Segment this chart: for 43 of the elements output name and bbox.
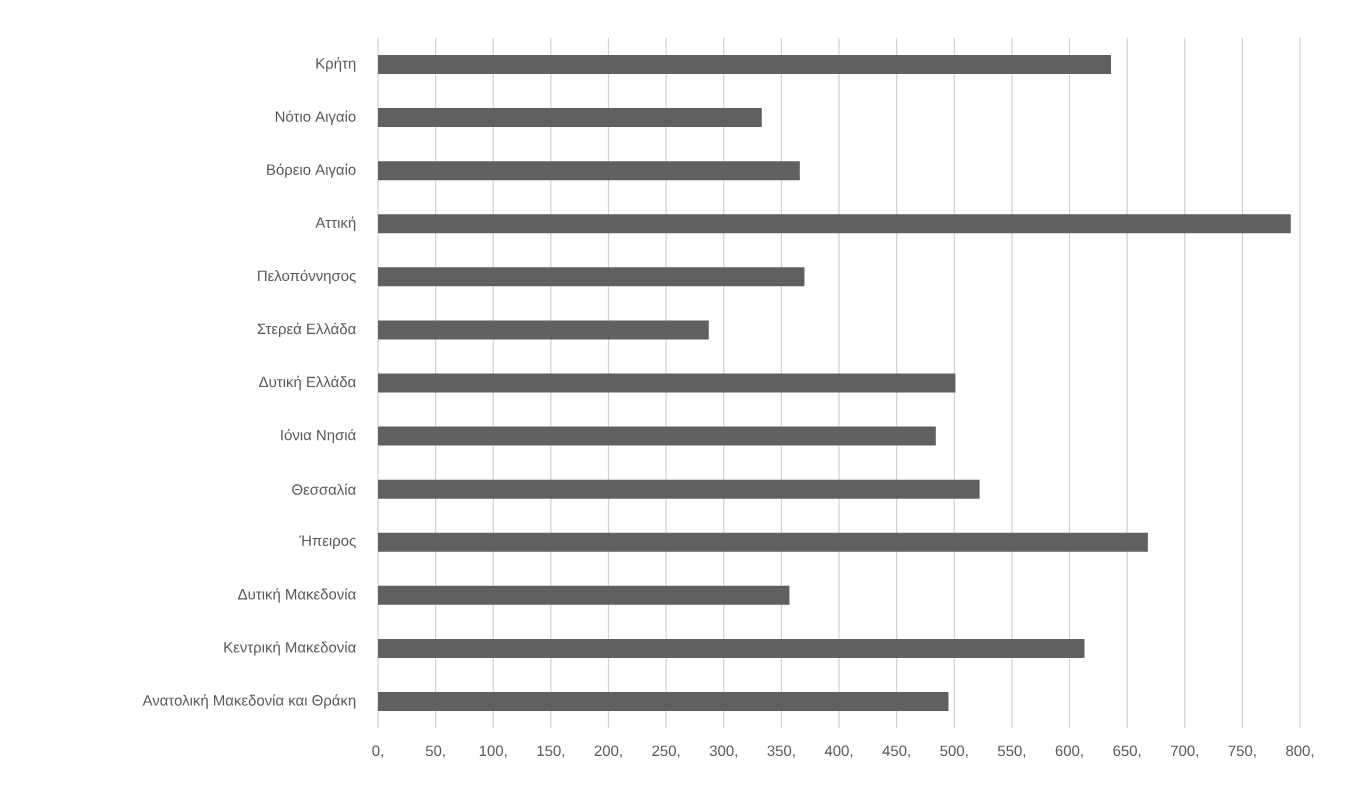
- bar: [378, 638, 1085, 658]
- bar: [378, 532, 1148, 552]
- bar: [378, 267, 805, 287]
- x-tick-label: 600,: [1055, 745, 1083, 758]
- y-tick-label: Στερεά Ελλάδα: [257, 322, 356, 338]
- x-tick-label: 650,: [1113, 745, 1141, 758]
- y-tick-label: Κεντρική Μακεδονία: [224, 641, 356, 656]
- x-tick-label: 450,: [882, 745, 910, 758]
- bar: [378, 320, 709, 340]
- x-tick-label: 400,: [824, 745, 853, 758]
- bar: [378, 108, 762, 128]
- y-tick-label: Θεσσαλία: [292, 483, 356, 495]
- bar: [378, 373, 956, 393]
- bar: [378, 426, 936, 446]
- x-tick-label: 250,: [652, 745, 680, 758]
- x-tick-label: 800,: [1286, 745, 1314, 758]
- x-tick-label: 700,: [1170, 745, 1198, 758]
- y-tick-label: Ήπειρος: [299, 535, 356, 549]
- y-tick-label: Δυτική Μακεδονία: [238, 588, 356, 603]
- y-tick-label: Δυτική Ελλάδα: [259, 375, 356, 391]
- y-tick-label: Νότιο Αιγαίο: [275, 110, 356, 125]
- x-tick-label: 550,: [997, 745, 1026, 758]
- y-tick-label: Ανατολική Μακεδονία και Θράκη: [142, 694, 356, 709]
- x-tick-label: 50,: [425, 745, 445, 758]
- x-tick-label: 0,: [372, 745, 383, 758]
- x-tick-label: 300,: [709, 745, 737, 758]
- x-tick-label: 150,: [537, 745, 565, 758]
- y-tick-label: Αττική: [315, 216, 356, 231]
- x-tick-label: 750,: [1228, 745, 1256, 758]
- y-tick-label: Ιόνια Νησιά: [281, 428, 356, 444]
- bar: [378, 214, 1291, 234]
- y-tick-label: Βόρειο Αιγαίο: [267, 163, 356, 178]
- bar: [378, 691, 949, 711]
- bar: [378, 479, 980, 499]
- y-tick-label: Πελοπόννησος: [258, 269, 356, 285]
- x-tick-label: 200,: [594, 745, 622, 758]
- bar: [378, 161, 800, 181]
- x-tick-label: 100,: [479, 745, 507, 758]
- bar: [378, 55, 1111, 75]
- x-tick-label: 350,: [767, 745, 795, 758]
- y-tick-label: Κρήτη: [316, 57, 356, 72]
- bar: [378, 585, 790, 605]
- x-tick-label: 500,: [940, 745, 968, 758]
